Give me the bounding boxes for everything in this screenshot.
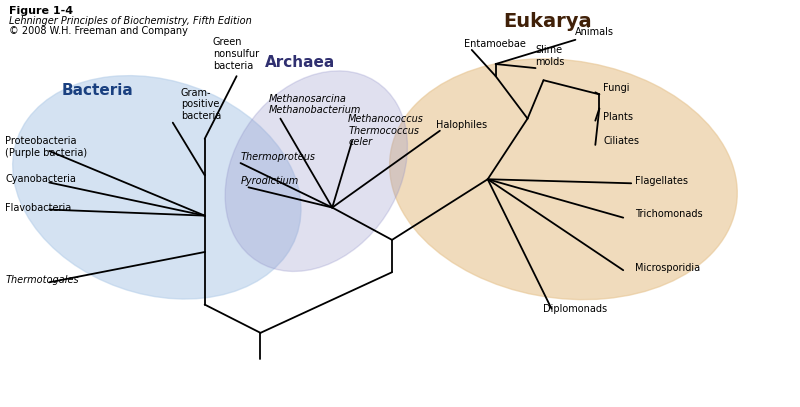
Ellipse shape	[390, 59, 738, 300]
Text: Bacteria: Bacteria	[61, 83, 133, 98]
Text: Thermotogales: Thermotogales	[6, 275, 79, 285]
Text: Halophiles: Halophiles	[436, 120, 487, 130]
Text: Flavobacteria: Flavobacteria	[6, 203, 72, 212]
Text: Eukarya: Eukarya	[503, 12, 592, 31]
Text: Cyanobacteria: Cyanobacteria	[6, 174, 76, 184]
Text: Lehninger Principles of Biochemistry, Fifth Edition: Lehninger Principles of Biochemistry, Fi…	[10, 16, 252, 26]
Text: Flagellates: Flagellates	[635, 176, 688, 186]
Text: Gram-
positive
bacteria: Gram- positive bacteria	[181, 88, 221, 121]
Text: Plants: Plants	[603, 112, 634, 122]
Text: Archaea: Archaea	[266, 55, 335, 70]
Text: Trichomonads: Trichomonads	[635, 209, 703, 219]
Text: Diplomonads: Diplomonads	[543, 304, 608, 314]
Text: Slime
molds: Slime molds	[535, 45, 565, 67]
Text: Pyrodictium: Pyrodictium	[241, 176, 299, 186]
Text: Methanococcus
Thermococcus
celer: Methanococcus Thermococcus celer	[348, 114, 424, 147]
Text: Animals: Animals	[575, 27, 614, 37]
Text: Ciliates: Ciliates	[603, 136, 639, 146]
Text: Green
nonsulfur
bacteria: Green nonsulfur bacteria	[213, 37, 258, 70]
Text: © 2008 W.H. Freeman and Company: © 2008 W.H. Freeman and Company	[10, 26, 188, 37]
Text: Entamoebae: Entamoebae	[464, 39, 526, 49]
Ellipse shape	[13, 76, 301, 299]
Text: Methanosarcina
Methanobacterium: Methanosarcina Methanobacterium	[269, 94, 361, 115]
Text: Proteobacteria
(Purple bacteria): Proteobacteria (Purple bacteria)	[6, 136, 87, 158]
Text: Fungi: Fungi	[603, 83, 630, 93]
Text: Figure 1-4: Figure 1-4	[10, 6, 74, 16]
Ellipse shape	[225, 71, 407, 271]
Text: Thermoproteus: Thermoproteus	[241, 152, 315, 162]
Text: Microsporidia: Microsporidia	[635, 263, 700, 273]
